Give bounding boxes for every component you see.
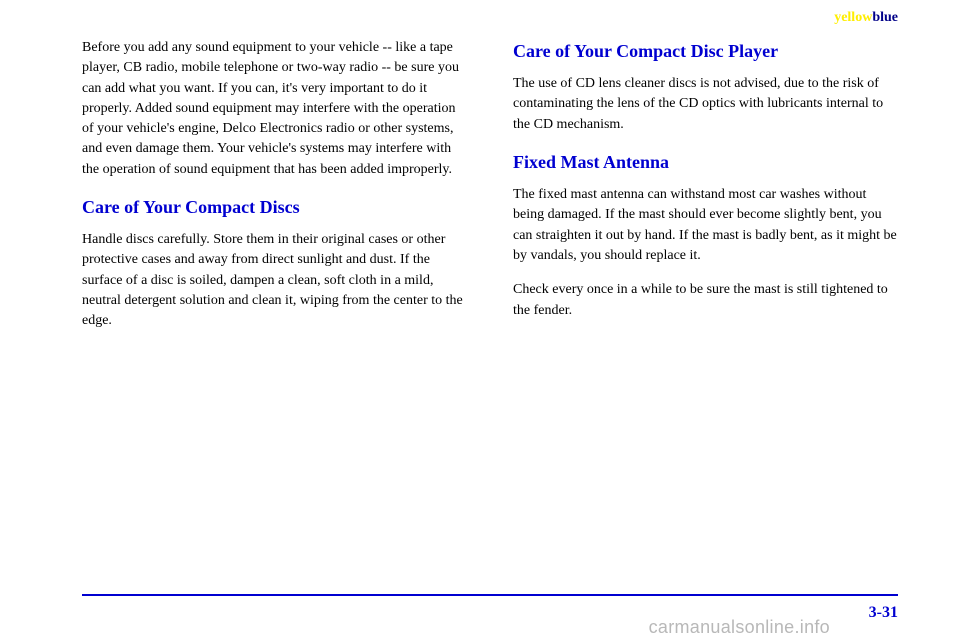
antenna-paragraph-1: The fixed mast antenna can withstand mos…	[513, 185, 898, 266]
discs-section-title: Care of Your Compact Discs	[82, 194, 467, 220]
discs-paragraph: Handle discs carefully. Store them in th…	[82, 230, 467, 331]
page-number: 3-31	[869, 604, 898, 622]
header-yellow-word: yellow	[834, 10, 872, 25]
right-column: Care of Your Compact Disc Player The use…	[513, 38, 898, 346]
intro-paragraph: Before you add any sound equipment to yo…	[82, 38, 467, 180]
watermark-text: carmanualsonline.info	[649, 617, 830, 638]
player-section-title: Care of Your Compact Disc Player	[513, 38, 898, 64]
antenna-paragraph-2: Check every once in a while to be sure t…	[513, 280, 898, 321]
content-columns: Before you add any sound equipment to yo…	[82, 38, 898, 346]
left-column: Before you add any sound equipment to yo…	[82, 38, 467, 346]
antenna-section-title: Fixed Mast Antenna	[513, 149, 898, 175]
player-paragraph: The use of CD lens cleaner discs is not …	[513, 74, 898, 135]
footer-divider	[82, 594, 898, 596]
header-color-tag: yellowblue	[834, 10, 898, 26]
header-blue-word: blue	[872, 10, 898, 25]
